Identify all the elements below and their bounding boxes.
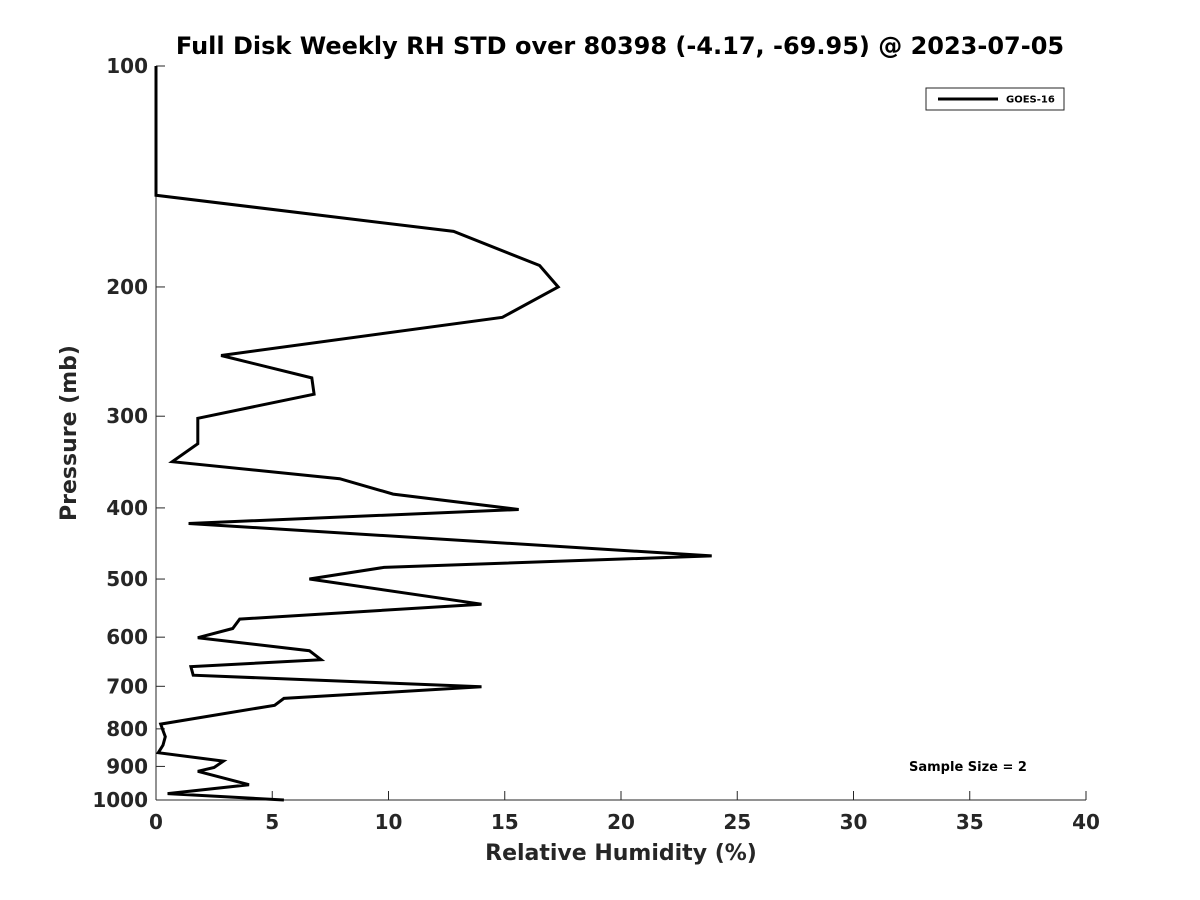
y-tick-label: 300	[106, 404, 148, 428]
legend-label-goes16: GOES-16	[1006, 95, 1055, 106]
y-tick-label: 1000	[92, 788, 148, 812]
y-axis-label: Pressure (mb)	[57, 345, 82, 521]
x-ticks: 0 5 10 15 20 25 30 35 40	[149, 791, 1100, 834]
sample-size-annotation: Sample Size = 2	[909, 760, 1027, 775]
y-tick-label: 400	[106, 496, 148, 520]
y-tick-label: 900	[106, 754, 148, 778]
x-tick-label: 40	[1072, 810, 1100, 834]
y-tick-label: 600	[106, 625, 148, 649]
y-tick-label: 800	[106, 717, 148, 741]
y-tick-label: 100	[106, 54, 148, 78]
y-tick-label: 200	[106, 275, 148, 299]
x-tick-label: 5	[265, 810, 279, 834]
x-tick-label: 10	[375, 810, 403, 834]
x-tick-label: 20	[607, 810, 635, 834]
y-ticks: 100 200 300 400 500 600 700 800 900 1000	[92, 54, 165, 812]
x-tick-label: 0	[149, 810, 163, 834]
x-tick-label: 35	[956, 810, 984, 834]
chart-title: Full Disk Weekly RH STD over 80398 (-4.1…	[176, 32, 1064, 60]
y-tick-label: 700	[106, 674, 148, 698]
x-tick-label: 30	[840, 810, 868, 834]
x-axis-label: Relative Humidity (%)	[485, 841, 757, 866]
y-tick-label: 500	[106, 567, 148, 591]
x-tick-label: 25	[723, 810, 751, 834]
x-tick-label: 15	[491, 810, 519, 834]
axes	[155, 66, 1086, 801]
legend: GOES-16	[925, 87, 1065, 111]
series-line-goes16	[154, 66, 712, 802]
